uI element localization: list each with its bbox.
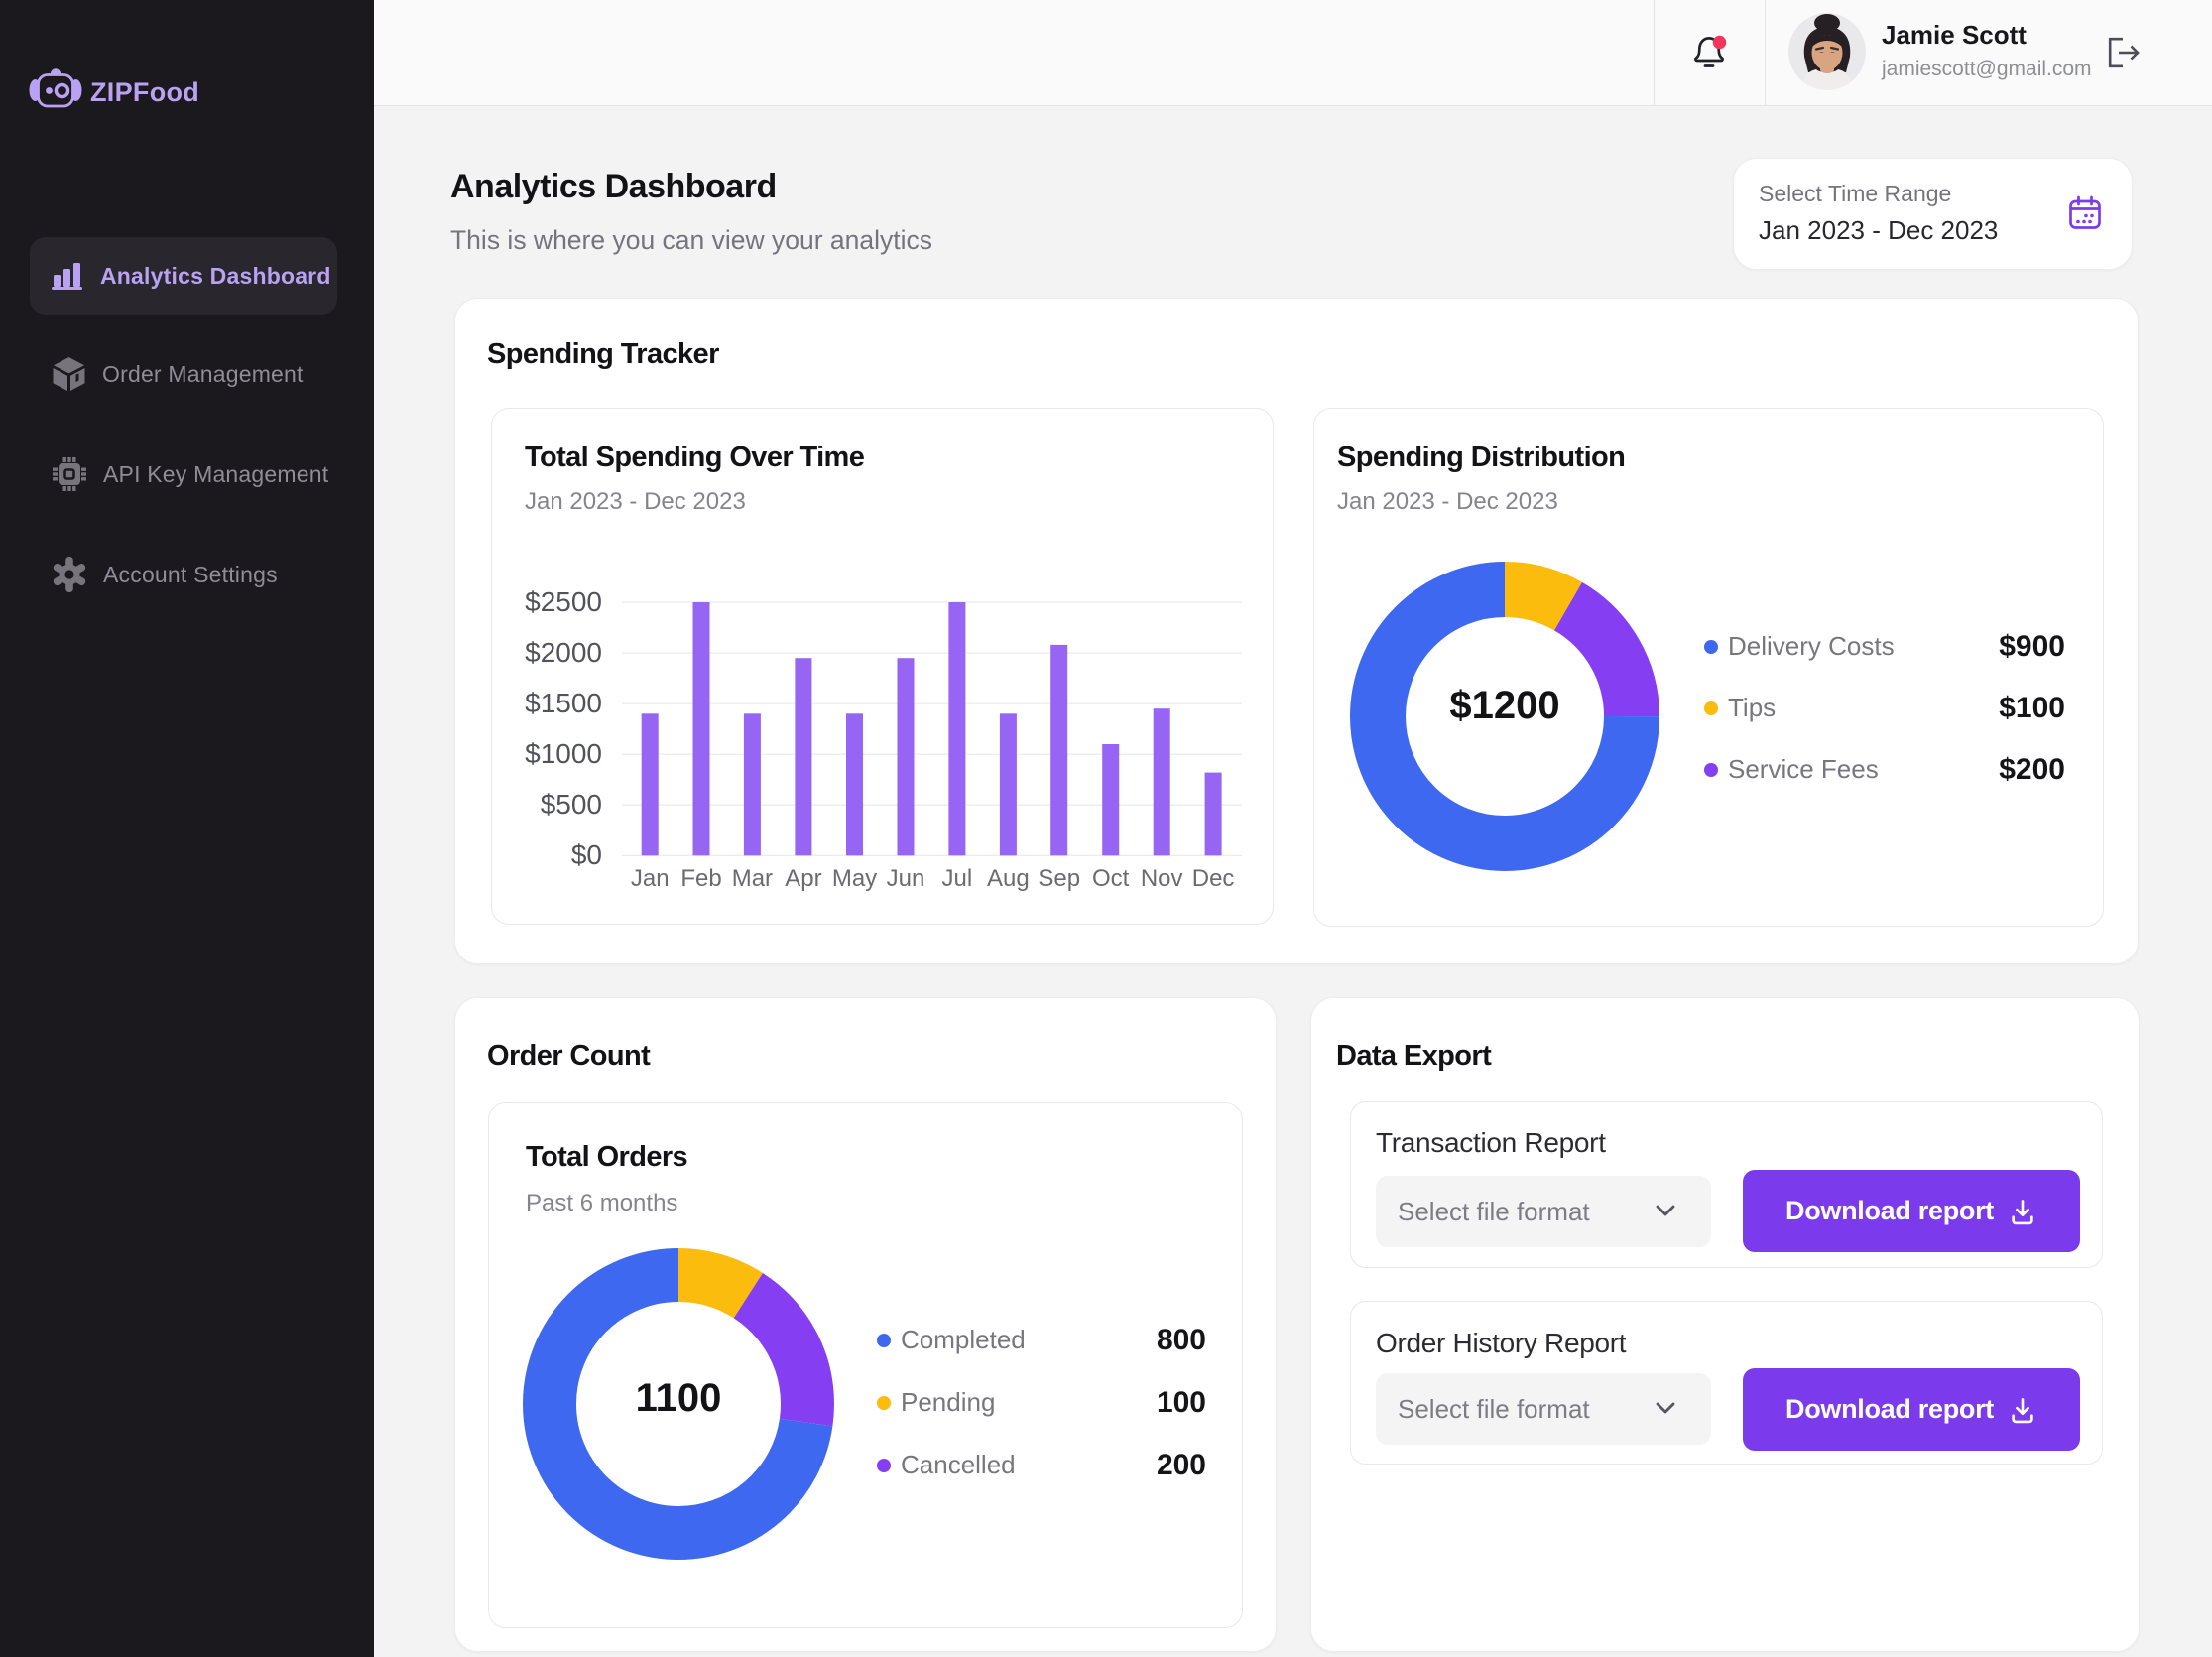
svg-text:$1000: $1000 <box>525 738 602 769</box>
svg-text:Jul: Jul <box>942 865 973 892</box>
svg-text:Dec: Dec <box>1192 865 1235 892</box>
svg-text:Jun: Jun <box>887 865 925 892</box>
svg-text:$500: $500 <box>541 789 602 820</box>
svg-text:Jan: Jan <box>631 865 670 892</box>
svg-text:$0: $0 <box>571 839 602 870</box>
svg-text:Mar: Mar <box>732 865 773 892</box>
svg-text:Nov: Nov <box>1141 865 1183 892</box>
svg-text:$2500: $2500 <box>525 586 602 617</box>
svg-text:$1500: $1500 <box>525 688 602 718</box>
svg-text:Feb: Feb <box>680 865 721 892</box>
svg-text:May: May <box>832 865 877 892</box>
svg-text:Oct: Oct <box>1092 865 1130 892</box>
svg-text:$2000: $2000 <box>525 637 602 668</box>
svg-text:Sep: Sep <box>1038 865 1080 892</box>
svg-text:Aug: Aug <box>987 865 1030 892</box>
svg-text:Apr: Apr <box>785 865 821 892</box>
